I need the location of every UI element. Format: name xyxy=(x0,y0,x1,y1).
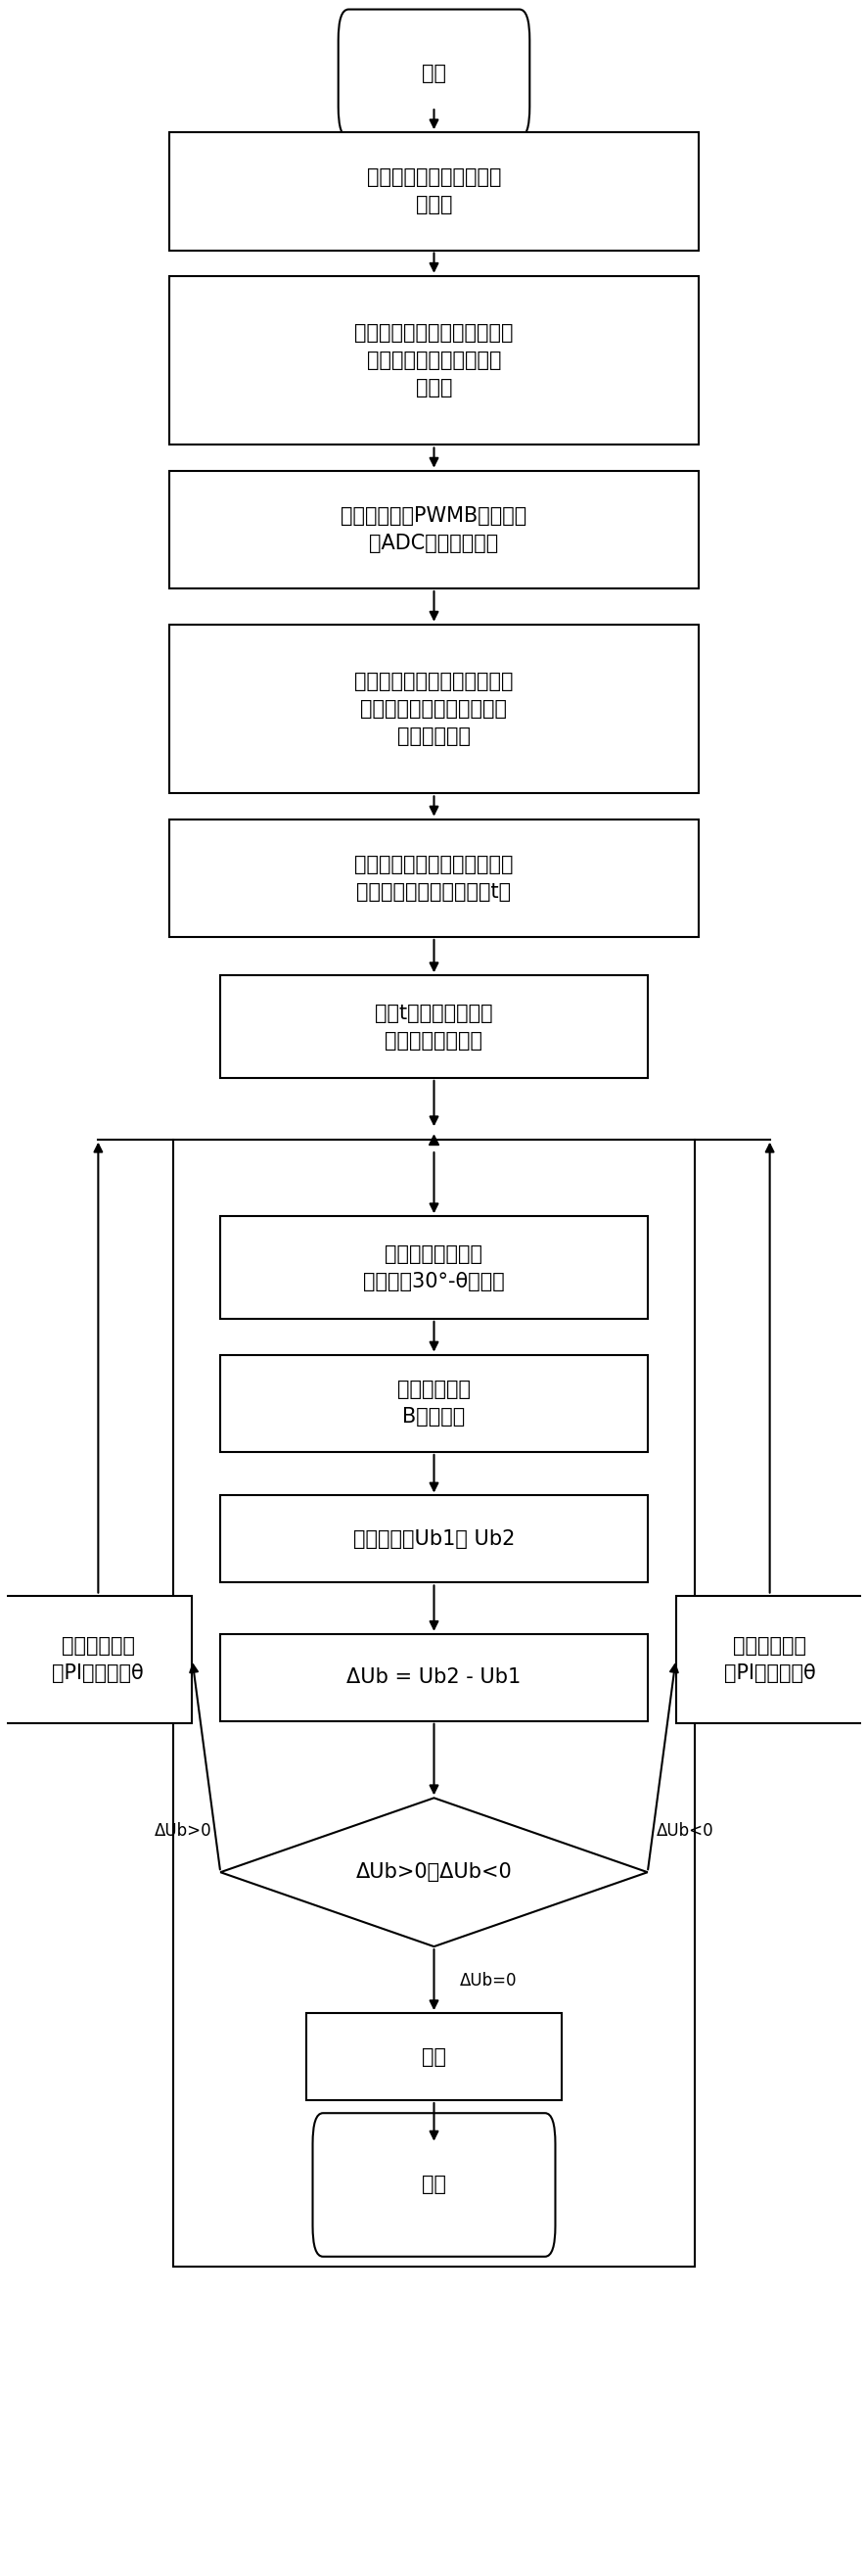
Text: 延时t。时间后，开始
检测反电势过零点: 延时t。时间后，开始 检测反电势过零点 xyxy=(375,1002,492,1051)
Bar xyxy=(169,623,698,793)
FancyBboxPatch shape xyxy=(338,10,529,137)
Bar xyxy=(305,2014,562,2099)
Text: ΔUb>0: ΔUb>0 xyxy=(154,1821,212,1839)
Text: 采样两个区间
B相端电压: 采样两个区间 B相端电压 xyxy=(397,1381,470,1427)
Bar xyxy=(220,1497,647,1582)
Bar xyxy=(169,276,698,446)
Text: 初始化；设置PWMB比较事件
为ADC中断的触发源: 初始化；设置PWMB比较事件 为ADC中断的触发源 xyxy=(341,505,526,554)
Text: ΔUb = Ub2 - Ub1: ΔUb = Ub2 - Ub1 xyxy=(347,1667,520,1687)
FancyBboxPatch shape xyxy=(312,2112,555,2257)
Text: 滤波后得到Ub1、 Ub2: 滤波后得到Ub1、 Ub2 xyxy=(353,1530,514,1548)
Bar xyxy=(173,1139,694,2267)
Bar xyxy=(169,819,698,938)
Bar xyxy=(675,1595,863,1723)
Text: ΔUb=0: ΔUb=0 xyxy=(460,1973,516,1989)
Bar xyxy=(220,1355,647,1453)
Bar xyxy=(169,131,698,250)
Text: 换相: 换相 xyxy=(421,2048,446,2066)
Text: 通过母线电流和电机转速查表
得到换相续流的持续时间t。: 通过母线电流和电机转速查表 得到换相续流的持续时间t。 xyxy=(354,855,513,902)
Text: 检测反电势过零点
后，延时30°-θ后换相: 检测反电势过零点 后，延时30°-θ后换相 xyxy=(362,1244,505,1291)
Bar xyxy=(4,1595,192,1723)
Bar xyxy=(220,1216,647,1319)
Text: 开始: 开始 xyxy=(421,64,446,82)
Text: 超前换相，通
过PI调节得到θ: 超前换相，通 过PI调节得到θ xyxy=(52,1636,144,1682)
Text: 在每个斩波周期的四分之三时
刻检测三相端电压、母线电
流、母线电压: 在每个斩波周期的四分之三时 刻检测三相端电压、母线电 流、母线电压 xyxy=(354,672,513,747)
Bar xyxy=(220,1633,647,1721)
Text: 结束: 结束 xyxy=(421,2174,446,2195)
Polygon shape xyxy=(220,1798,647,1947)
Text: 输入电机的三相绕组电阻
和电感: 输入电机的三相绕组电阻 和电感 xyxy=(366,167,501,214)
Text: 计算得到不同转速和母线电流
决定换相续流持续时间的
一张表: 计算得到不同转速和母线电流 决定换相续流持续时间的 一张表 xyxy=(354,322,513,397)
Text: 滞后换相，通
过PI调节得到θ: 滞后换相，通 过PI调节得到θ xyxy=(723,1636,815,1682)
Bar xyxy=(169,471,698,587)
Bar xyxy=(220,976,647,1077)
Text: ΔUb<0: ΔUb<0 xyxy=(655,1821,713,1839)
Text: ΔUb>0或ΔUb<0: ΔUb>0或ΔUb<0 xyxy=(355,1862,512,1883)
